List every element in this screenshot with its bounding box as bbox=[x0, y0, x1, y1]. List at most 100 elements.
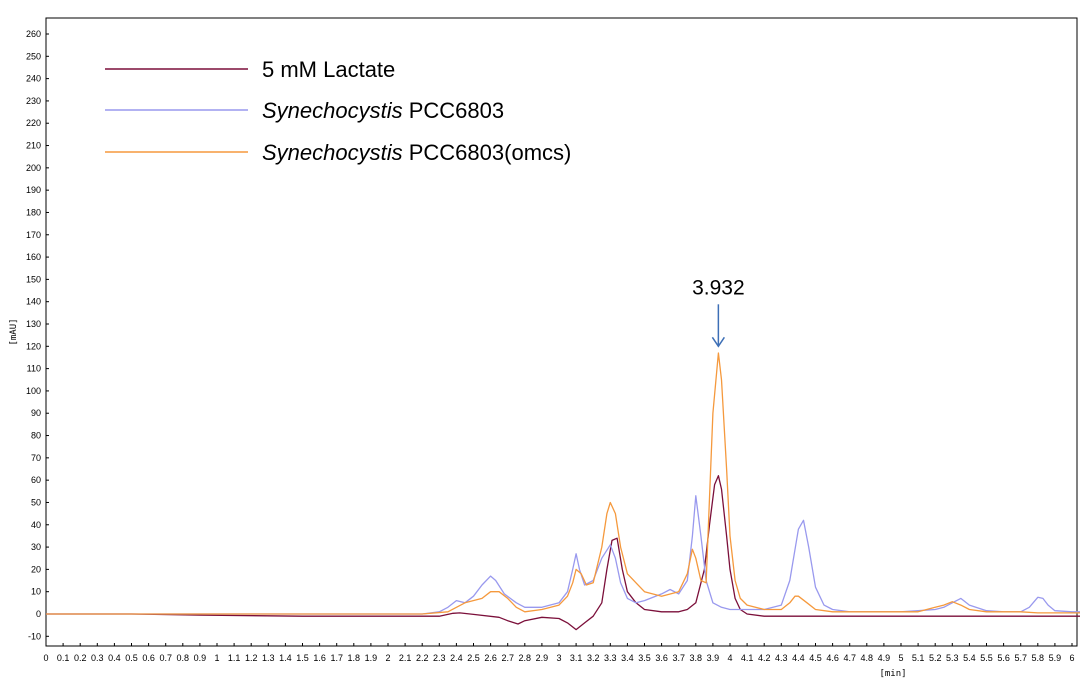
x-tick-label: 3.1 bbox=[570, 653, 583, 663]
y-axis-label: [mAU] bbox=[9, 318, 19, 345]
x-tick-label: 0.8 bbox=[177, 653, 190, 663]
x-tick-label: 3.6 bbox=[655, 653, 668, 663]
y-tick-label: 10 bbox=[31, 587, 41, 597]
x-tick-label: 3.8 bbox=[690, 653, 703, 663]
y-tick-label: 220 bbox=[26, 118, 41, 128]
x-tick-label: 4.3 bbox=[775, 653, 788, 663]
y-axis: -10 0 10 20 30 40 50 60 70 80 90 100 110 120 130 140 150… bbox=[26, 29, 49, 641]
legend-label-text: 5 mM Lactate bbox=[262, 57, 395, 82]
x-tick-label: 5.3 bbox=[946, 653, 959, 663]
y-tick-label: 20 bbox=[31, 564, 41, 574]
annotations: 3.932 bbox=[692, 276, 745, 348]
legend-label-3: Synechocystis PCC6803(omcs) bbox=[262, 140, 571, 165]
y-tick-label: 100 bbox=[26, 386, 41, 396]
x-tick-label: 1.5 bbox=[296, 653, 309, 663]
x-tick-label: 3.2 bbox=[587, 653, 600, 663]
x-tick-label: 2.9 bbox=[536, 653, 549, 663]
x-tick-label: 0.4 bbox=[108, 653, 121, 663]
x-tick-label: 1.3 bbox=[262, 653, 275, 663]
y-tick-label: 230 bbox=[26, 96, 41, 106]
y-tick-label: 180 bbox=[26, 207, 41, 217]
x-tick-label: 3.4 bbox=[621, 653, 634, 663]
y-tick-label: 200 bbox=[26, 163, 41, 173]
x-tick-label: 4.9 bbox=[878, 653, 891, 663]
x-tick-label: 1.7 bbox=[330, 653, 343, 663]
x-tick-label: 0.9 bbox=[194, 653, 207, 663]
y-tick-label: 170 bbox=[26, 230, 41, 240]
x-tick-label: 1.1 bbox=[228, 653, 241, 663]
x-tick-label: 2 bbox=[385, 653, 390, 663]
x-tick-label: 5.2 bbox=[929, 653, 942, 663]
x-tick-label: 4.7 bbox=[843, 653, 856, 663]
x-tick-label: 4.6 bbox=[826, 653, 839, 663]
y-tick-label: 240 bbox=[26, 74, 41, 84]
y-tick-label: 130 bbox=[26, 319, 41, 329]
x-tick-label: 0.1 bbox=[57, 653, 70, 663]
x-axis: 0 0.1 0.2 0.3 0.4 0.5 0.6 0.7 0.8 0.9 1 1.1 1.2 1.3 1.… bbox=[43, 643, 1075, 663]
x-tick-label: 5.7 bbox=[1014, 653, 1027, 663]
x-tick-label: 6 bbox=[1069, 653, 1074, 663]
annotation-label: 3.932 bbox=[692, 276, 745, 299]
x-tick-label: 1.8 bbox=[348, 653, 361, 663]
x-tick-label: 4.2 bbox=[758, 653, 771, 663]
x-tick-label: 3.7 bbox=[672, 653, 685, 663]
x-tick-label: 2.1 bbox=[399, 653, 412, 663]
x-tick-label: 2.2 bbox=[416, 653, 429, 663]
x-tick-label: 3.9 bbox=[707, 653, 720, 663]
y-tick-label: 110 bbox=[27, 364, 41, 374]
x-tick-label: 2.5 bbox=[467, 653, 480, 663]
y-tick-label: 250 bbox=[26, 51, 41, 61]
x-axis-label: [min] bbox=[879, 669, 906, 679]
x-tick-label: 5 bbox=[898, 653, 903, 663]
x-tick-label: 0.2 bbox=[74, 653, 87, 663]
x-tick-label: 2.3 bbox=[433, 653, 446, 663]
x-tick-label: 5.4 bbox=[963, 653, 976, 663]
x-tick-label: 1.9 bbox=[365, 653, 378, 663]
y-tick-label: 260 bbox=[26, 29, 41, 39]
x-tick-label: 0.7 bbox=[159, 653, 172, 663]
y-tick-label: 210 bbox=[26, 141, 41, 151]
legend-label-text: PCC6803 bbox=[403, 98, 505, 123]
series-line-3 bbox=[46, 352, 1080, 615]
x-tick-label: 4.4 bbox=[792, 653, 805, 663]
x-tick-label: 3.3 bbox=[604, 653, 617, 663]
x-tick-label: 5.6 bbox=[997, 653, 1010, 663]
x-tick-label: 4 bbox=[727, 653, 732, 663]
legend-label-italic: Synechocystis bbox=[262, 140, 403, 165]
y-tick-label: 120 bbox=[26, 341, 41, 351]
legend-label-1: 5 mM Lactate bbox=[262, 57, 395, 82]
x-tick-label: 1.2 bbox=[245, 653, 258, 663]
series-line-2 bbox=[46, 495, 1080, 615]
x-tick-label: 2.7 bbox=[501, 653, 514, 663]
series-line-1 bbox=[46, 475, 1080, 631]
y-tick-label: 50 bbox=[31, 497, 41, 507]
x-tick-label: 3.5 bbox=[638, 653, 651, 663]
y-tick-label: 80 bbox=[31, 431, 41, 441]
x-tick-label: 4.8 bbox=[861, 653, 874, 663]
x-tick-label: 5.5 bbox=[980, 653, 993, 663]
x-tick-label: 1.4 bbox=[279, 653, 292, 663]
annotation-arrow-head bbox=[711, 336, 725, 348]
x-tick-label: 5.8 bbox=[1032, 653, 1045, 663]
legend-label-text: PCC6803(omcs) bbox=[403, 140, 572, 165]
y-tick-label: 0 bbox=[36, 609, 41, 619]
x-tick-label: 1 bbox=[214, 653, 219, 663]
legend-label-italic: Synechocystis bbox=[262, 98, 403, 123]
legend-label-2: Synechocystis PCC6803 bbox=[262, 98, 504, 123]
x-tick-label: 5.1 bbox=[912, 653, 925, 663]
y-tick-label: 30 bbox=[31, 542, 41, 552]
x-tick-label: 4.5 bbox=[809, 653, 822, 663]
x-tick-label: 1.6 bbox=[313, 653, 326, 663]
y-tick-label: 140 bbox=[26, 297, 41, 307]
y-tick-label: 190 bbox=[26, 185, 41, 195]
x-tick-label: 0.6 bbox=[142, 653, 155, 663]
y-tick-label: -10 bbox=[28, 631, 41, 641]
y-tick-label: 90 bbox=[31, 408, 41, 418]
x-tick-label: 0 bbox=[43, 653, 48, 663]
y-tick-label: 150 bbox=[26, 274, 41, 284]
x-tick-label: 4.1 bbox=[741, 653, 754, 663]
series-group bbox=[46, 352, 1080, 631]
plot-area bbox=[45, 17, 1078, 647]
